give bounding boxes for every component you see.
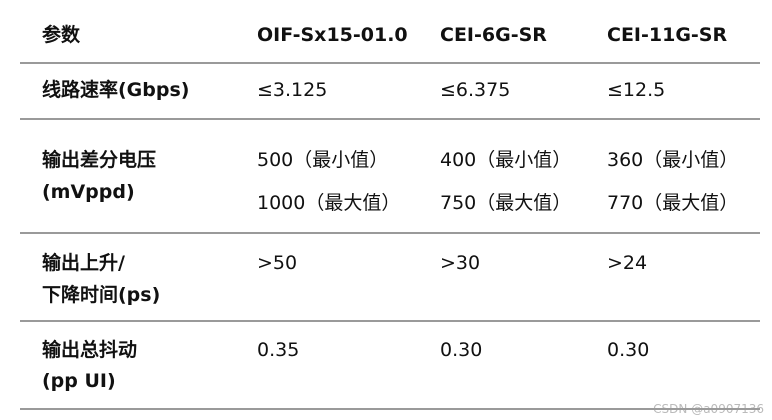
row-divider [20, 320, 760, 322]
header-cell: 参数 [42, 24, 81, 46]
row-label: 线路速率(Gbps) [42, 79, 190, 101]
row-label: 输出总抖动 [42, 339, 138, 361]
row-label: (mVppd) [42, 181, 135, 203]
cell-text: >30 [440, 252, 481, 274]
cell-text: 1000（最大值） [257, 192, 401, 214]
header-cell: CEI-6G-SR [440, 24, 547, 46]
row-label: 输出差分电压 [42, 149, 157, 171]
row-label: (pp UI) [42, 370, 116, 392]
row-divider [20, 118, 760, 120]
cell-text: >50 [257, 252, 298, 274]
cell-text: 0.30 [607, 339, 650, 361]
cell-text: 500（最小值） [257, 149, 389, 171]
row-divider [20, 62, 760, 64]
header-cell: OIF-Sx15-01.0 [257, 24, 408, 46]
cell-text: 360（最小值） [607, 149, 739, 171]
row-label: 输出上升/ [42, 252, 125, 274]
cell-text: 400（最小值） [440, 149, 572, 171]
row-divider [20, 408, 760, 410]
cell-text: 750（最大值） [440, 192, 572, 214]
header-cell: CEI-11G-SR [607, 24, 728, 46]
cell-text: 0.30 [440, 339, 483, 361]
row-label: 下降时间(ps) [42, 284, 161, 306]
row-divider [20, 232, 760, 234]
cell-text: 0.35 [257, 339, 300, 361]
cell-text: ≤3.125 [257, 79, 328, 101]
cell-text: 770（最大值） [607, 192, 739, 214]
cell-text: ≤6.375 [440, 79, 511, 101]
cell-text: ≤12.5 [607, 79, 666, 101]
cell-text: >24 [607, 252, 648, 274]
